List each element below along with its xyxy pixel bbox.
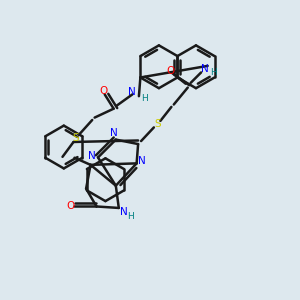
Text: N: N (128, 87, 135, 97)
Text: N: N (120, 206, 128, 217)
Text: H: H (141, 94, 148, 103)
Text: S: S (154, 119, 161, 129)
Text: N: N (88, 151, 95, 161)
Text: H: H (127, 212, 134, 221)
Text: H: H (210, 68, 217, 77)
Text: N: N (201, 64, 208, 74)
Text: O: O (99, 86, 107, 96)
Text: O: O (167, 66, 175, 76)
Text: N: N (138, 156, 146, 166)
Text: N: N (110, 128, 118, 138)
Text: S: S (73, 134, 79, 143)
Text: O: O (67, 202, 75, 212)
